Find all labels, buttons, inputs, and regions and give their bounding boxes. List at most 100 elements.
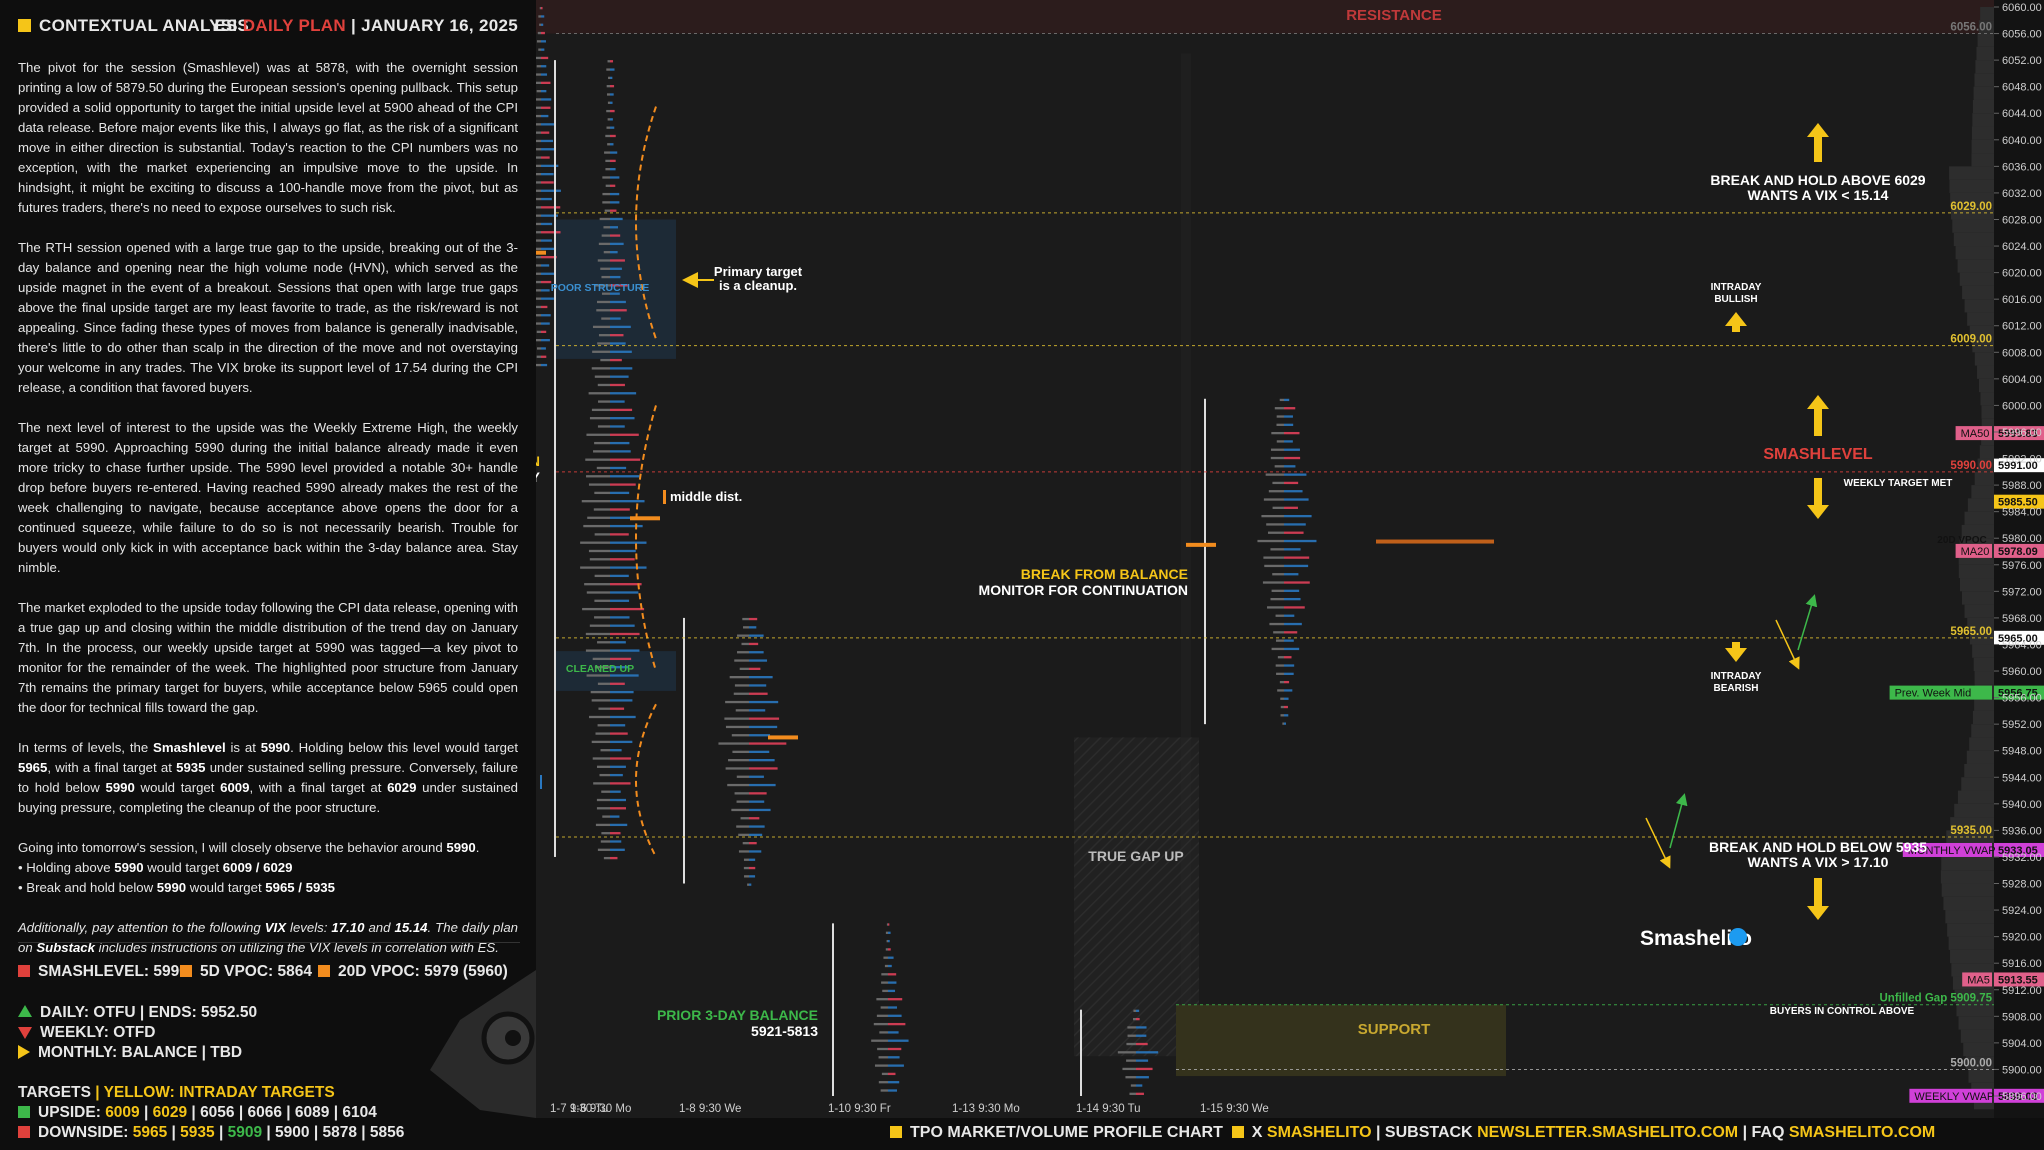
volume-bar	[610, 549, 636, 553]
volume-bar	[1284, 656, 1292, 659]
tpo-bar	[607, 118, 610, 121]
volume-bar	[610, 641, 626, 644]
arrow-icon	[1797, 594, 1818, 651]
tpo-bar	[739, 667, 749, 671]
volume-bar	[610, 524, 643, 528]
arrow-icon	[1669, 793, 1688, 849]
gap-column	[1181, 53, 1191, 1077]
volume-shade-bar	[1941, 883, 1994, 897]
volume-bar	[888, 923, 890, 926]
volume-bar	[610, 583, 642, 586]
price-badge-name-bg	[1962, 972, 1992, 987]
tpo-bar	[601, 832, 610, 835]
volume-bar	[610, 85, 615, 88]
tpo-bar	[597, 342, 610, 345]
bullet-2: • Break and hold below 5990 would target…	[18, 878, 518, 898]
tpo-bar	[603, 251, 610, 254]
price-tick-label: 6044.00	[2002, 108, 2042, 120]
volume-bar	[610, 342, 626, 345]
tpo-bar	[591, 699, 610, 702]
tpo-bar	[1280, 697, 1284, 700]
tpo-bar	[880, 1006, 888, 1009]
tpo-bar	[607, 143, 610, 146]
trend-day-label: TREND DAY	[536, 469, 541, 485]
level-label: 5900.00	[1950, 1057, 1992, 1069]
support-zone	[1176, 1004, 1506, 1077]
volume-bar	[749, 842, 757, 845]
volume-bar	[541, 98, 552, 101]
footer-faq-label: FAQ	[1751, 1124, 1785, 1141]
volume-shade-bar	[1961, 777, 1994, 791]
tpo-bar	[536, 81, 541, 85]
tpo-bar	[606, 85, 610, 88]
volume-bar	[749, 626, 757, 629]
text-run: would target	[134, 780, 221, 795]
volume-bar	[1284, 506, 1298, 509]
tpo-bar	[536, 114, 541, 118]
tpo-bar	[596, 309, 610, 312]
downside-row: DOWNSIDE: 5965 | 5935 | 5909 | 5900 | 58…	[18, 1124, 404, 1142]
footer-faq-link[interactable]: SMASHELITO.COM	[1788, 1124, 1936, 1141]
vpoc20d-row: 20D VPOC: 5979 (5960)	[318, 963, 508, 981]
tpo-bar	[536, 73, 541, 76]
smashlevel-row: SMASHLEVEL: 5990	[18, 963, 188, 981]
volume-shade-bar	[1961, 591, 1994, 605]
tpo-bar	[878, 1056, 888, 1059]
volume-shade-bar	[1940, 870, 1994, 884]
volume-shade-bar	[1964, 511, 1994, 525]
volume-bar	[610, 217, 623, 221]
price-tick-label: 6048.00	[2002, 82, 2042, 94]
volume-shade-bar	[1971, 126, 1994, 140]
level-label: 5935.00	[1950, 825, 1992, 837]
volume-bar	[610, 417, 635, 420]
volume-bar	[541, 239, 552, 242]
volume-shade-bar	[1953, 232, 1994, 247]
tpo-bar	[582, 607, 610, 611]
tpo-bar	[1269, 622, 1284, 626]
volume-shade-bar	[1964, 299, 1994, 313]
tpo-bar	[536, 90, 541, 93]
volume-shade-bar	[1960, 1029, 1994, 1043]
divider	[18, 942, 520, 943]
volume-bar	[749, 792, 767, 795]
footer-substack-link[interactable]: NEWSLETTER.SMASHELITO.COM	[1477, 1124, 1739, 1141]
volume-shade-bar	[1950, 817, 1994, 831]
tpo-bar	[593, 782, 610, 785]
tpo-bar	[536, 272, 541, 275]
volume-bar	[749, 659, 768, 662]
volume-shade-bar	[1943, 896, 1994, 911]
volume-bar	[1284, 714, 1289, 717]
tpo-bar	[736, 775, 749, 778]
price-axis	[1994, 0, 2044, 1118]
primary-target-label: is a cleanup.	[719, 278, 797, 293]
price-tick-label: 5912.00	[2002, 985, 2042, 997]
tpo-bar	[1264, 564, 1284, 568]
volume-shade-bar	[1975, 60, 1994, 74]
tpo-bar	[597, 425, 610, 428]
level-label: 6029.00	[1950, 201, 1992, 213]
volume-bar	[541, 173, 554, 176]
arrow-down-icon	[1814, 478, 1822, 507]
tpo-bar	[743, 626, 749, 629]
tpo-bar	[594, 491, 610, 495]
tpo-bar	[737, 634, 749, 637]
volume-shade-bar	[1969, 631, 1994, 645]
tpo-bar	[580, 566, 610, 569]
price-tick-label: 5896.00	[2002, 1091, 2042, 1103]
tpo-bar	[598, 707, 610, 710]
volume-shade-bar	[1977, 365, 1994, 379]
footer-x-handle[interactable]: SMASHELITO	[1266, 1124, 1372, 1141]
tpo-bar	[1271, 647, 1284, 651]
price-tick-label: 5968.00	[2002, 613, 2042, 625]
tpo-bar	[536, 314, 541, 317]
tpo-bar	[594, 441, 610, 445]
tpo-bar	[885, 931, 888, 934]
price-badge-value: 5995.83	[1998, 428, 2038, 440]
break-hold-below-label: BREAK AND HOLD BELOW 5935	[1709, 839, 1927, 855]
tpo-bar	[536, 65, 541, 68]
tpo-bar	[1276, 415, 1284, 418]
downside-target-2: 5935	[180, 1124, 215, 1141]
volume-bar	[541, 363, 548, 367]
tpo-bar	[1276, 423, 1284, 426]
tpo-bar	[882, 989, 888, 993]
